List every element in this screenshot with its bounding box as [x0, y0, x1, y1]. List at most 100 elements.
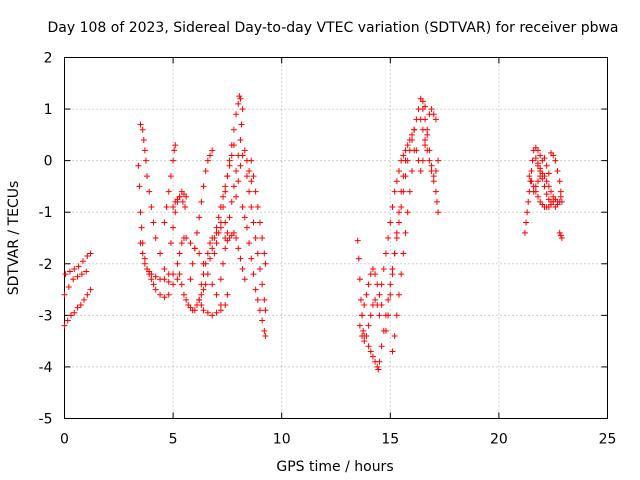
data-point — [557, 193, 564, 200]
data-point — [391, 332, 398, 339]
data-point — [428, 106, 435, 113]
data-point — [230, 126, 237, 133]
data-point — [174, 276, 181, 283]
data-point — [81, 296, 88, 303]
data-point — [389, 265, 396, 272]
y-tick-label: 0 — [44, 154, 53, 170]
data-point — [183, 235, 190, 241]
x-tick-label: 5 — [169, 432, 178, 448]
data-point — [419, 98, 426, 105]
x-tick-label: 0 — [60, 432, 69, 448]
data-point — [250, 173, 257, 180]
data-point — [256, 219, 263, 226]
data-point — [534, 147, 541, 154]
data-point — [261, 250, 268, 257]
data-point — [182, 204, 189, 211]
data-point — [176, 193, 183, 200]
data-point — [71, 265, 78, 272]
data-point — [196, 250, 203, 257]
data-point — [79, 258, 86, 265]
data-point — [150, 281, 157, 288]
data-point — [161, 265, 168, 272]
data-point — [365, 281, 372, 288]
data-point — [432, 116, 439, 123]
data-point — [404, 209, 411, 216]
data-point — [554, 167, 561, 174]
data-point — [261, 296, 268, 303]
data-point — [378, 281, 385, 288]
data-point — [550, 152, 557, 159]
data-point — [171, 147, 178, 154]
data-point — [537, 152, 544, 159]
data-point — [137, 121, 144, 128]
data-point — [367, 348, 374, 355]
data-point — [419, 106, 426, 113]
data-point — [356, 322, 363, 329]
axis-ticks: 0 5 10 15 20 25 -5 -4 -3 -2 -1 0 1 2 — [39, 51, 617, 448]
data-point — [374, 302, 381, 309]
data-point — [152, 235, 159, 241]
data-point — [148, 271, 155, 278]
grid — [64, 57, 608, 419]
data-point — [239, 204, 246, 211]
data-point — [233, 193, 240, 200]
data-point — [222, 183, 229, 190]
data-point — [262, 332, 269, 339]
data-point — [198, 198, 205, 205]
data-point — [224, 173, 231, 180]
data-point — [400, 173, 407, 180]
data-point — [385, 296, 392, 303]
y-tick-label: -1 — [39, 205, 53, 221]
data-point — [409, 131, 416, 138]
data-point — [198, 281, 205, 288]
data-point — [406, 188, 413, 195]
data-point — [204, 250, 211, 257]
data-point — [433, 198, 440, 205]
data-point — [148, 276, 155, 283]
data-point — [376, 312, 383, 319]
data-point — [217, 307, 224, 314]
chart-title: Day 108 of 2023, Sidereal Day-to-day VTE… — [47, 20, 618, 36]
data-point — [230, 229, 237, 236]
data-point — [534, 160, 541, 167]
y-tick-label: -5 — [39, 412, 53, 428]
data-point — [395, 209, 402, 216]
data-point — [378, 343, 385, 350]
data-point — [238, 121, 245, 128]
data-point — [402, 147, 409, 154]
y-axis-label: SDTVAR / TECUs — [6, 181, 22, 296]
data-point — [372, 296, 379, 303]
data-point — [157, 291, 164, 298]
data-point — [204, 309, 211, 316]
data-point — [419, 126, 426, 133]
data-point — [200, 286, 207, 293]
data-point — [395, 291, 402, 298]
data-point — [387, 281, 394, 288]
data-point — [398, 188, 405, 195]
data-point — [83, 268, 90, 275]
x-tick-label: 10 — [273, 432, 291, 448]
data-point — [262, 307, 269, 314]
data-point — [395, 167, 402, 174]
data-point — [222, 302, 229, 309]
data-point — [209, 147, 216, 154]
data-point — [220, 260, 227, 267]
data-point — [165, 291, 172, 298]
data-point — [391, 250, 398, 257]
data-point — [548, 198, 555, 205]
data-point — [413, 147, 420, 154]
data-point — [409, 167, 416, 174]
data-point — [84, 291, 91, 298]
data-point — [213, 224, 220, 231]
data-point — [557, 188, 564, 195]
data-point — [213, 309, 220, 316]
data-point — [424, 131, 431, 138]
data-point — [215, 229, 222, 236]
data-point — [137, 209, 144, 216]
data-point — [385, 312, 392, 319]
data-point — [178, 240, 185, 247]
data-point — [422, 142, 429, 149]
data-point — [419, 157, 426, 164]
data-point — [365, 343, 372, 350]
data-point — [525, 198, 532, 205]
